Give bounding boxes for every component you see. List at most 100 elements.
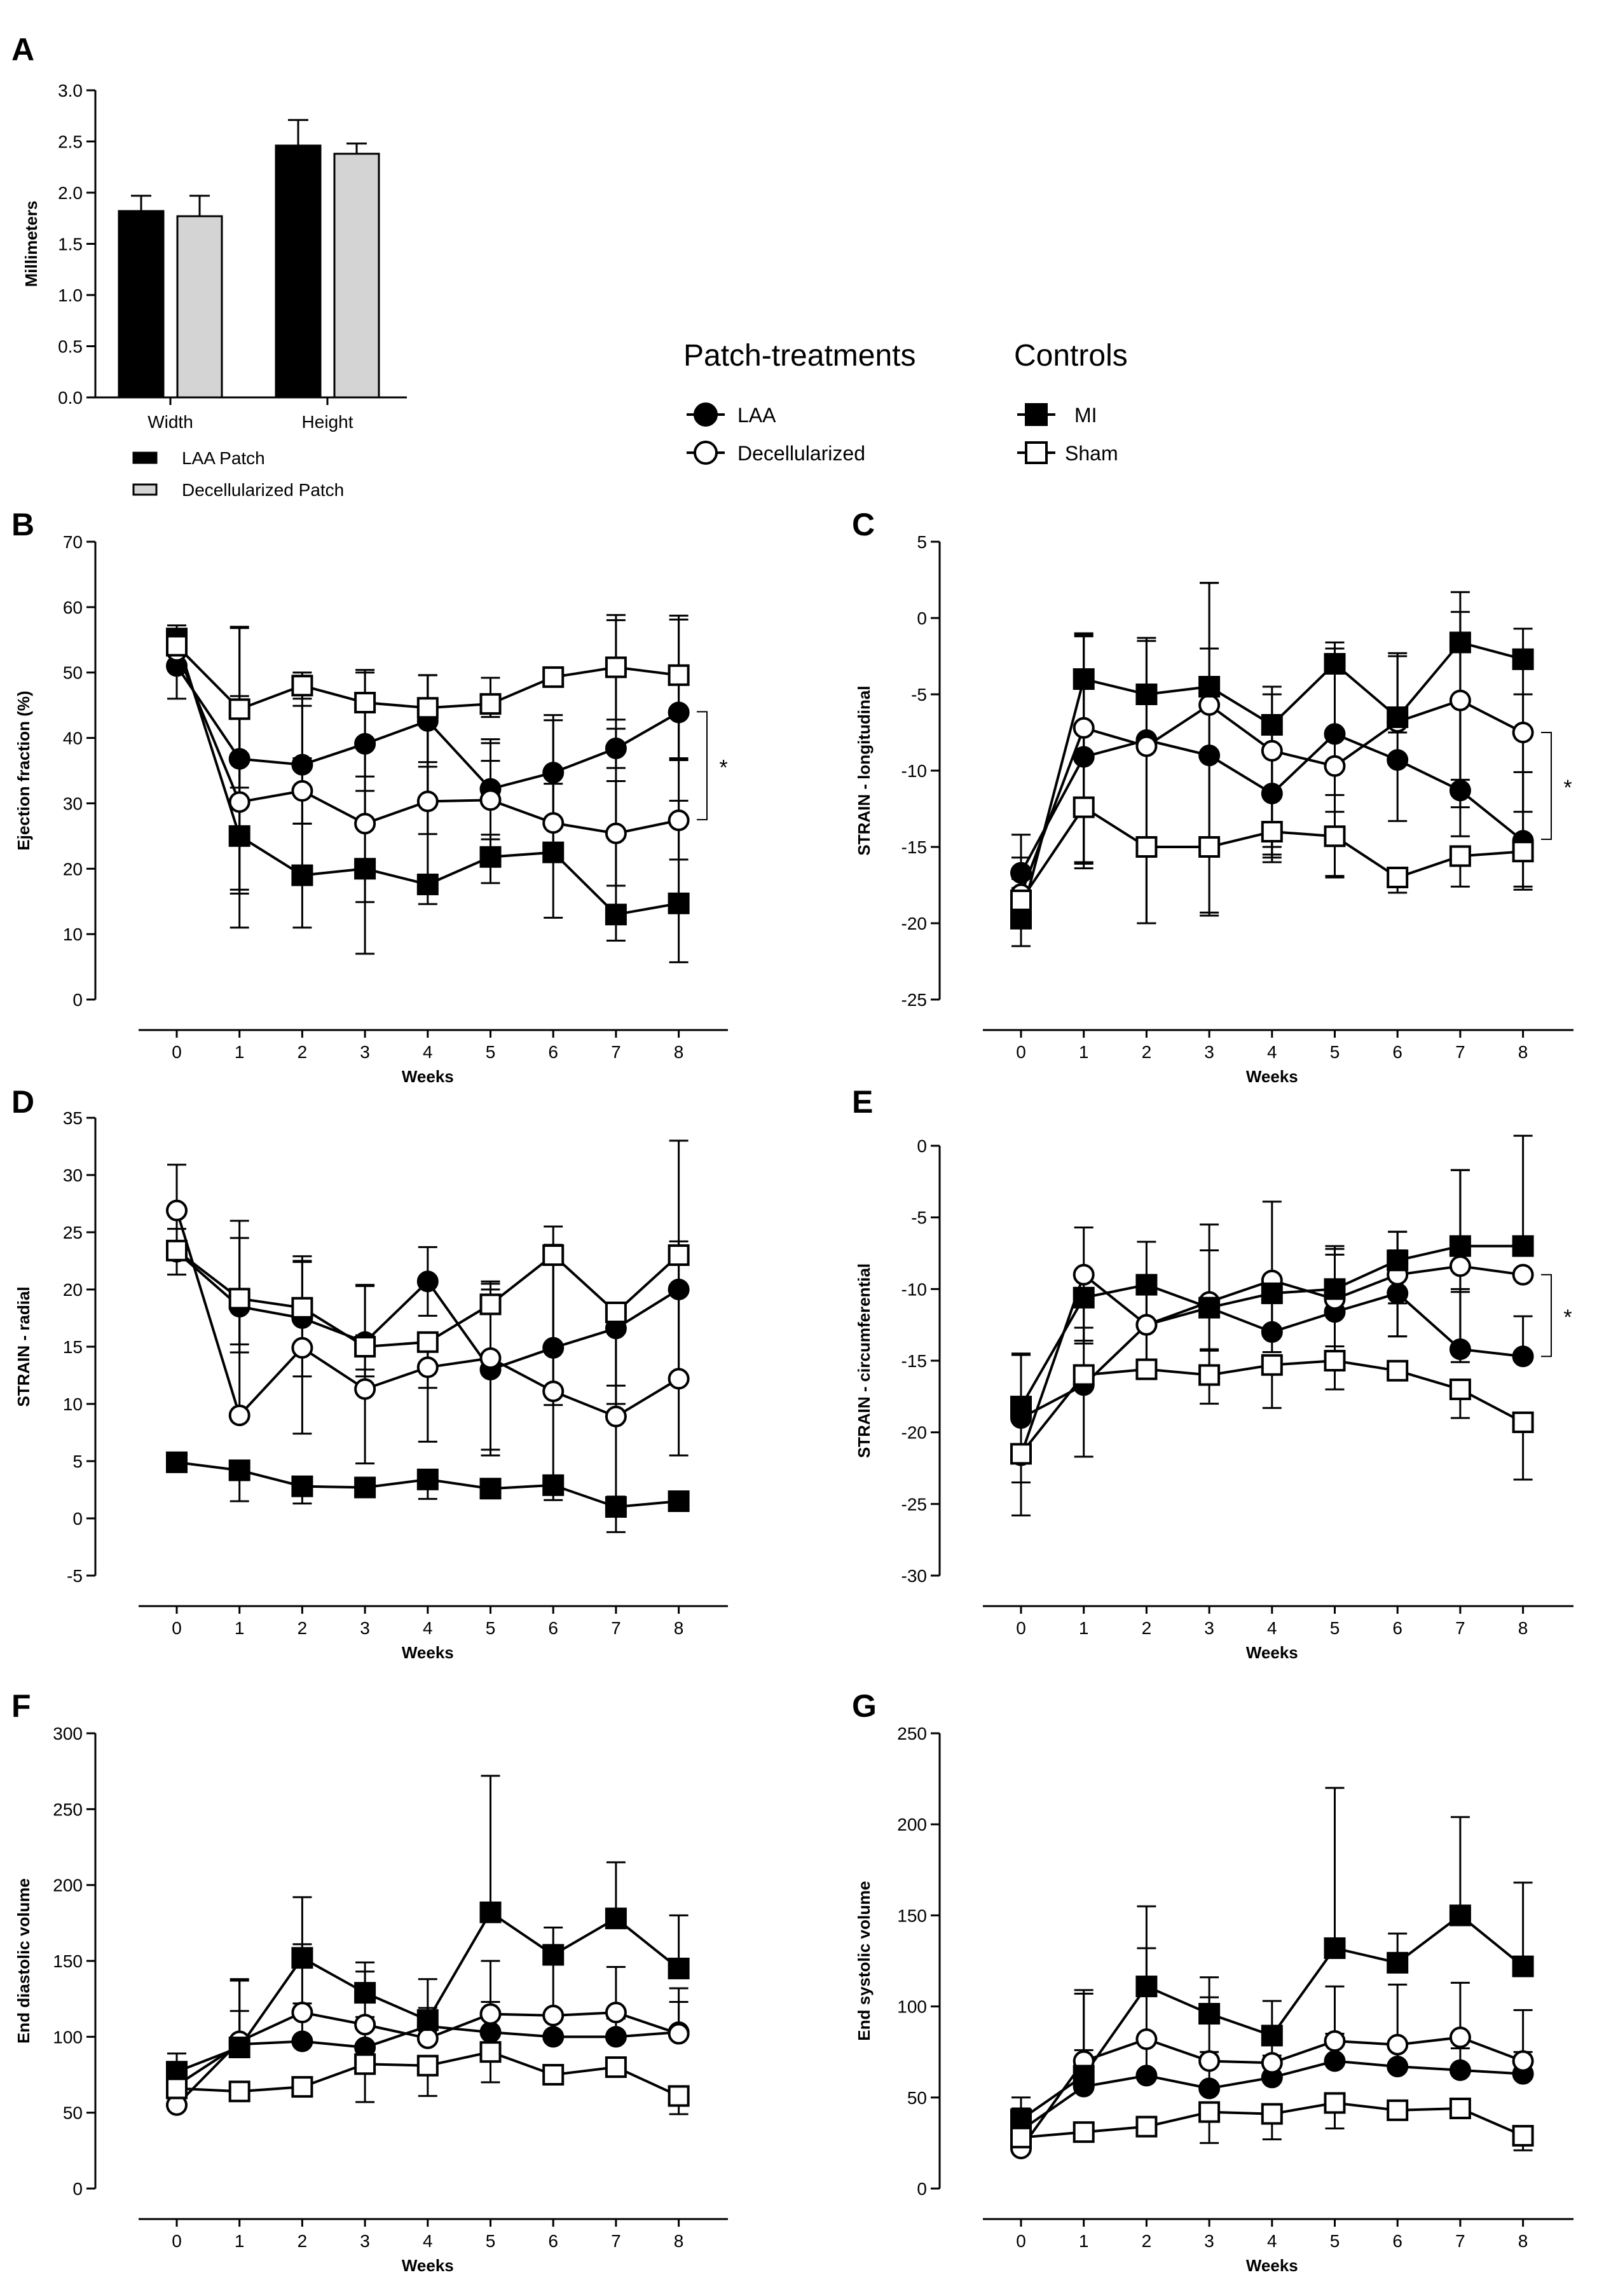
marker-mi: [416, 1468, 439, 1490]
marker-sham: [1512, 841, 1534, 863]
y-tick-label: -15: [901, 1351, 927, 1371]
marker-laa: [605, 2026, 627, 2048]
marker-sham: [1324, 2092, 1346, 2114]
marker-sham: [605, 656, 627, 678]
marker-sham: [1073, 1364, 1095, 1386]
marker-sham: [668, 1244, 690, 1266]
marker-mi: [1010, 907, 1032, 930]
x-tick-label: 4: [1267, 1618, 1277, 1638]
x-tick-label: 1: [1079, 1618, 1089, 1638]
marker-sham: [1261, 2103, 1283, 2125]
y-tick-label: 250: [897, 1724, 927, 1743]
marker-sham: [1512, 2124, 1534, 2147]
marker-laa: [668, 701, 690, 724]
marker-decellularized: [416, 1356, 439, 1378]
marker-decellularized: [668, 2023, 690, 2045]
chart-panel-G: G 0 50 100 150 200 250 End systolic volume 0 1 2 3 4…: [852, 1688, 1573, 2275]
y-tick-label: 0: [72, 2179, 83, 2199]
marker-mi: [1261, 1282, 1283, 1305]
x-tick-label: 7: [1455, 1042, 1465, 1062]
y-tick-label: 10: [63, 1394, 83, 1414]
x-tick-label: 7: [611, 1042, 621, 1062]
marker-decellularized: [1512, 1263, 1534, 1286]
x-axis-title: Weeks: [402, 1067, 454, 1086]
marker-mi: [1198, 2003, 1221, 2025]
marker-mi: [1387, 1249, 1409, 1272]
marker-sham: [1135, 1358, 1158, 1380]
marker-sham: [542, 666, 565, 688]
y-tick-label: 15: [63, 1337, 83, 1357]
y-tick-label: 50: [63, 2103, 83, 2123]
x-tick-label: 6: [1392, 1618, 1402, 1638]
x-tick-label: 4: [1267, 2231, 1277, 2251]
marker-laa: [479, 2021, 502, 2044]
panel-letter-G: G: [852, 1688, 877, 1724]
y-tick-label: 0: [917, 608, 927, 628]
x-tick-label: 0: [1016, 1618, 1026, 1638]
x-tick-label: 3: [360, 2231, 370, 2251]
marker-mi: [542, 1474, 565, 1496]
x-tick-label: 7: [1455, 1618, 1465, 1638]
x-tick-label: 5: [1330, 2231, 1340, 2251]
chart-panel-E: E -30 -25 -20 -15 -10 -5 0 STRAIN - circumferent…: [852, 1084, 1573, 1662]
marker-decellularized: [228, 1405, 250, 1426]
marker-laa: [1449, 1338, 1471, 1360]
marker-mi: [1073, 2065, 1095, 2087]
x-tick-label: 5: [486, 2231, 496, 2251]
y-tick-label: 0: [917, 1136, 927, 1156]
marker-decellularized: [542, 812, 565, 834]
marker-laa: [1449, 2059, 1471, 2081]
marker-decellularized: [291, 780, 313, 802]
y-tick-label: -20: [901, 1423, 927, 1443]
marker-mi: [668, 892, 690, 914]
y-tick-label: 20: [63, 859, 83, 879]
marker-mi: [1135, 1274, 1158, 1296]
marker-decellularized: [479, 2003, 502, 2025]
marker-laa: [354, 732, 376, 755]
y-axis-title: STRAIN - circumferential: [854, 1263, 874, 1458]
marker-sham: [1198, 836, 1221, 858]
marker-mi: [542, 1944, 565, 1966]
y-tick-label: -20: [901, 914, 927, 933]
significance-asterisk: *: [1563, 776, 1572, 800]
x-tick-label: 5: [486, 1618, 496, 1638]
y-tick-label: 0.0: [58, 388, 83, 408]
marker-sham: [542, 2064, 565, 2086]
y-tick-label: -5: [911, 685, 927, 705]
y-tick-label: -10: [901, 761, 927, 781]
marker-mi: [1512, 1955, 1534, 1977]
y-tick-label: 5: [72, 1452, 83, 1471]
y-tick-label: 150: [897, 1906, 927, 1925]
y-axis-title: STRAIN - longitudinal: [854, 685, 874, 855]
marker-laa: [1324, 723, 1346, 745]
marker-mi: [1449, 631, 1471, 654]
marker-mi: [1387, 706, 1409, 728]
marker-mi: [1010, 1396, 1032, 1418]
marker-sham: [1512, 1411, 1534, 1433]
x-tick-label: 0: [1016, 2231, 1026, 2251]
panel-letter-E: E: [852, 1084, 873, 1120]
marker-laa: [542, 2026, 565, 2048]
marker-sham: [1010, 890, 1032, 911]
y-tick-label: 1.0: [58, 285, 83, 305]
x-tick-label: 8: [674, 1042, 684, 1062]
marker-decellularized: [1198, 2050, 1221, 2072]
bar-legend-label: LAA Patch: [182, 448, 265, 468]
x-tick-label: 1: [235, 1618, 245, 1638]
x-tick-label: 6: [548, 1618, 558, 1638]
marker-laa: [1324, 2050, 1346, 2072]
marker-laa: [1198, 2077, 1221, 2100]
x-tick-label: 4: [423, 1618, 433, 1638]
y-tick-label: -15: [901, 837, 927, 857]
marker-sham: [1449, 1378, 1471, 1401]
marker-sham: [354, 1336, 376, 1358]
x-tick-label: 4: [1267, 1042, 1277, 1062]
marker-laa: [1449, 780, 1471, 802]
marker-sham: [605, 1302, 627, 1323]
marker-mi: [668, 1957, 690, 1979]
y-axis-title: Ejection fraction (%): [14, 691, 33, 850]
x-tick-label: 4: [423, 1042, 433, 1062]
marker-mi: [1512, 648, 1534, 670]
x-tick-label: 0: [172, 1618, 182, 1638]
x-tick-label: 8: [674, 2231, 684, 2251]
